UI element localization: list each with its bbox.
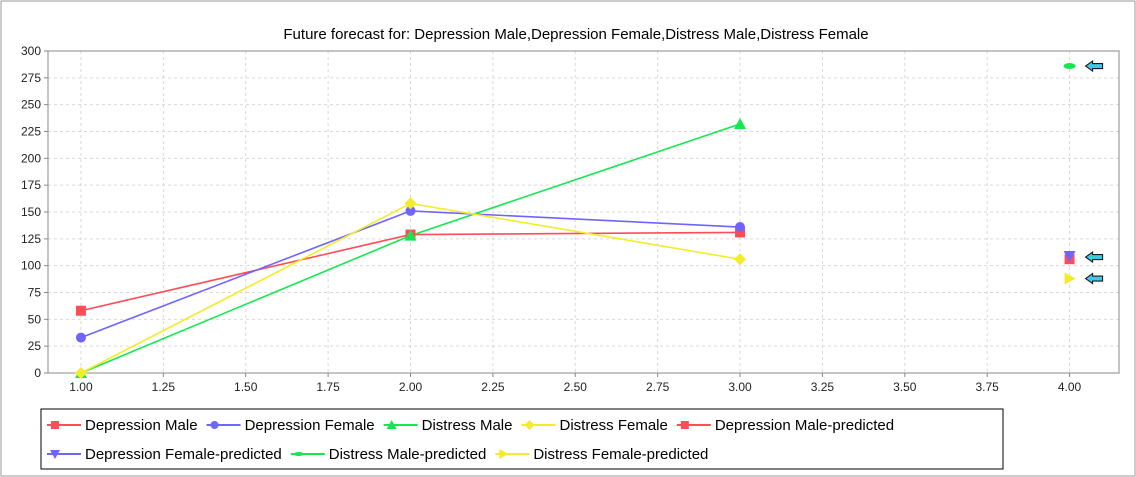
legend-marker [210,421,219,429]
legend-label: Depression Female [245,417,375,434]
x-tick-label: 1.25 [152,380,176,394]
legend-label: Depression Female-predicted [85,446,282,463]
data-point [75,332,86,343]
data-point [734,117,747,129]
y-tick-label: 0 [34,366,41,380]
legend-label: Depression Male [85,417,198,434]
y-tick-label: 75 [28,286,42,300]
data-point [75,305,86,316]
y-tick-label: 125 [21,232,41,246]
data-point [1063,63,1076,70]
y-tick-label: 25 [28,339,42,353]
y-tick-label: 225 [21,125,41,139]
x-tick-label: 4.00 [1058,380,1082,394]
y-tick-label: 50 [28,312,42,326]
legend-marker [680,421,689,429]
y-tick-label: 175 [21,178,41,192]
x-tick-label: 3.75 [976,380,1000,394]
data-point [404,229,417,241]
pointer-arrow-icon [1084,59,1104,73]
data-point [734,253,747,266]
data-point [405,205,416,216]
x-tick-label: 1.00 [69,380,93,394]
data-point [404,197,417,210]
x-tick-label: 2.50 [564,380,588,394]
plot-border [47,50,1120,374]
data-point [1063,251,1076,263]
legend-marker [499,449,509,459]
y-tick-label: 300 [21,44,41,58]
x-tick-label: 3.50 [893,380,917,394]
legend-marker [293,452,304,456]
y-tick-label: 250 [21,98,41,112]
legend-label: Distress Female-predicted [533,446,708,463]
data-point [1064,272,1076,285]
x-tick-label: 3.25 [811,380,835,394]
x-tick-label: 2.75 [646,380,670,394]
legend-marker [386,420,397,429]
x-tick-label: 2.00 [399,380,423,394]
data-point [735,222,746,233]
data-point [74,367,87,379]
legend-label: Distress Female [559,417,667,434]
y-tick-label: 150 [21,205,41,219]
y-tick-label: 200 [21,151,41,165]
y-tick-label: 275 [21,71,41,85]
legend-box [40,408,1004,470]
pointer-arrow-icon [1084,272,1104,285]
legend-marker [50,450,60,459]
x-tick-label: 2.25 [481,380,505,394]
legend: Depression Male Depression Female Distress… [40,408,1004,470]
data-point [735,227,746,238]
legend-marker [524,420,535,430]
plot-area: 1.00 1.25 1.50 1.75 2.00 2.25 2.50 2.75 3.00 3.25… [21,44,1120,394]
legend-label: Depression Male-predicted [715,417,894,434]
legend-label: Distress Male [422,417,513,434]
x-tick-label: 3.00 [728,380,752,394]
chart-title: Future forecast for: Depression Male,Dep… [283,26,868,43]
x-tick-label: 1.75 [316,380,340,394]
x-tick-label: 1.50 [234,380,258,394]
legend-label: Distress Male-predicted [329,446,487,463]
pointer-arrow-icon [1084,251,1104,264]
y-tick-label: 100 [21,259,41,273]
legend-marker [51,421,59,429]
